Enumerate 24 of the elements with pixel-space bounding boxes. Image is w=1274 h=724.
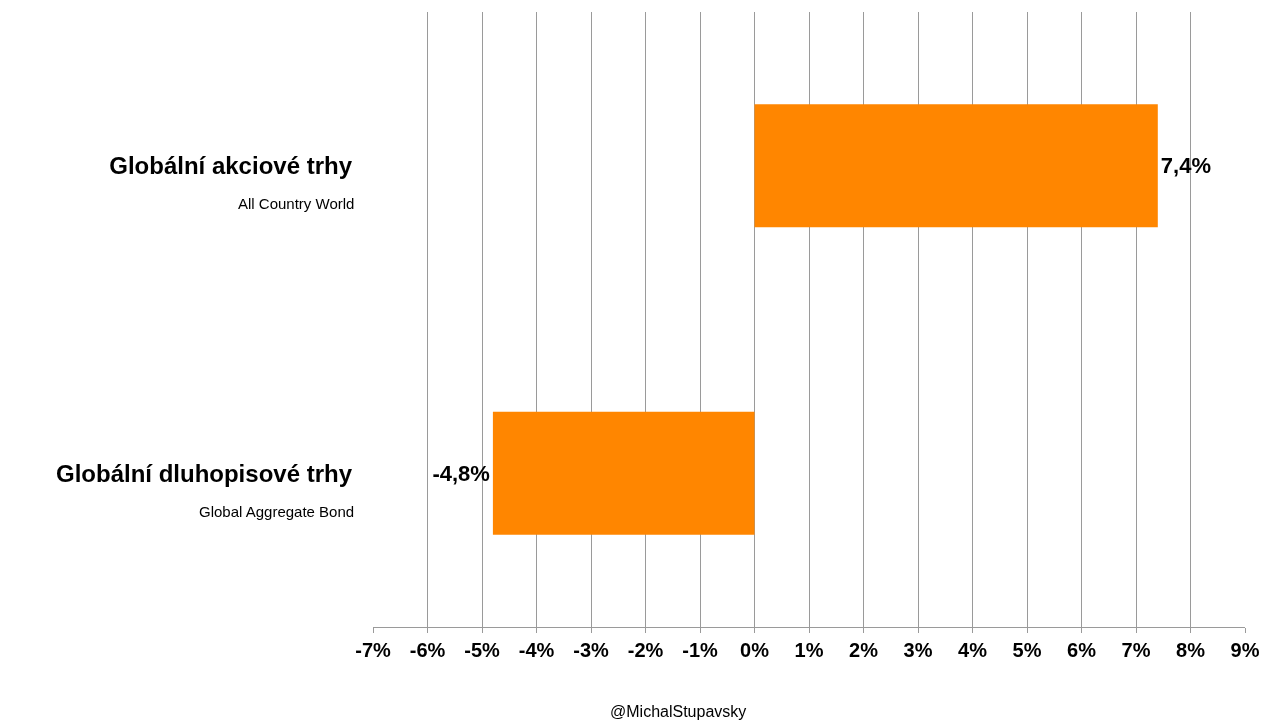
x-tick-label: 8%	[1176, 639, 1206, 661]
text: Global Aggregate Bond	[199, 503, 355, 520]
x-tick-label: 7%	[1121, 639, 1151, 661]
x-tick-label: 3%	[903, 639, 933, 661]
x-tick-label: -2%	[627, 639, 664, 661]
y-tick-label: Globální dluhopisové trhy	[55, 459, 353, 487]
x-tick-label: 9%	[1230, 639, 1260, 661]
x-tick-label: 2%	[849, 639, 879, 661]
data-label: 7,4%	[1160, 153, 1211, 179]
text: @MichalStupavsky	[610, 703, 747, 720]
x-tick-label: -1%	[682, 639, 718, 661]
x-tick-label: 0%	[740, 639, 770, 661]
x-tick-label: 6%	[1067, 639, 1097, 661]
y-tick-label: Globální akciové trhy	[109, 152, 353, 180]
x-tick-label: -6%	[409, 639, 446, 661]
x-tick-label: -5%	[464, 639, 500, 661]
x-tick-label: -3%	[573, 639, 609, 661]
x-tick-label: 5%	[1012, 639, 1042, 661]
text: All Country World	[238, 195, 355, 212]
data-label: -4,8%	[432, 460, 490, 486]
x-tick-label: 4%	[958, 639, 988, 661]
x-tick-label: -7%	[355, 639, 391, 661]
x-tick-label: 1%	[794, 639, 824, 661]
x-tick-label: -4%	[518, 639, 555, 661]
